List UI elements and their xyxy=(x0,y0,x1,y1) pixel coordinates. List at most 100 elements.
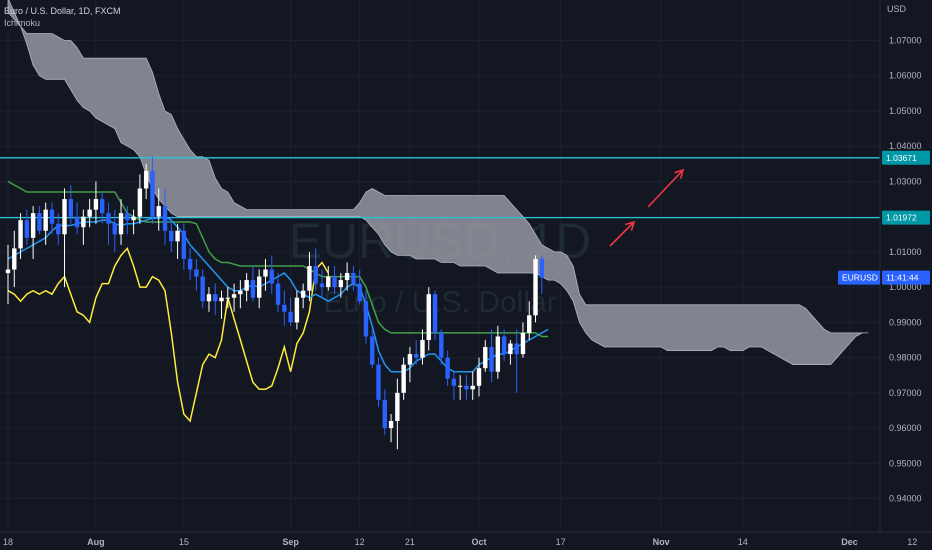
candle-body xyxy=(420,339,425,358)
time-tick-label: Oct xyxy=(471,537,486,547)
price-tick-label: 1.01000 xyxy=(889,247,922,257)
candles xyxy=(5,156,544,450)
trend-arrows[interactable] xyxy=(609,168,685,247)
candle-body xyxy=(489,347,494,372)
arrow-upper[interactable] xyxy=(647,169,684,208)
candle-body xyxy=(388,421,394,429)
candle-body xyxy=(464,385,469,390)
price-tick-label: 1.04000 xyxy=(889,141,922,151)
candle-body xyxy=(181,230,187,259)
cloud-area xyxy=(7,0,869,365)
candle-body xyxy=(307,266,312,291)
price-tick-label: 0.99000 xyxy=(889,317,922,327)
candle-body xyxy=(18,220,23,249)
candle-body xyxy=(533,258,538,316)
candle-body xyxy=(12,248,17,270)
level-upper-tag-bg xyxy=(882,150,930,165)
candle-body xyxy=(169,230,174,242)
candle-body xyxy=(244,280,249,291)
candle-body xyxy=(376,364,381,400)
candle-body xyxy=(319,283,325,288)
candle-body xyxy=(476,368,482,386)
candle-body xyxy=(131,216,136,221)
candle-body xyxy=(257,276,262,298)
candle-body xyxy=(414,354,419,358)
time-tick-label: 17 xyxy=(556,537,566,547)
candle-body xyxy=(156,206,161,217)
candle-body xyxy=(395,392,400,422)
candle-body xyxy=(338,280,344,288)
candle-body xyxy=(313,266,318,284)
candle-body xyxy=(363,301,369,337)
candle-body xyxy=(150,170,155,217)
candle-body xyxy=(351,273,356,284)
candle-body xyxy=(100,199,105,214)
price-tick-label: 0.95000 xyxy=(889,458,922,468)
candle-body xyxy=(106,213,111,224)
candle-body xyxy=(357,283,362,302)
candle-body xyxy=(81,216,86,228)
indicator-label[interactable]: Ichimoku xyxy=(4,18,41,28)
candle-body xyxy=(426,294,431,340)
arrow-upper-head[interactable] xyxy=(674,168,685,179)
candle-body xyxy=(112,223,117,235)
time-axis[interactable]: 18 Aug 15 Sep 12 21 Oct 17 Nov 14 Dec 12 xyxy=(0,531,932,550)
candle-body xyxy=(162,206,168,231)
candle-body xyxy=(527,315,532,333)
ichimoku-cloud xyxy=(7,0,869,365)
candle-body xyxy=(401,364,406,393)
candle-body xyxy=(508,343,513,355)
watermark-name: Euro / U.S. Dollar xyxy=(323,286,556,319)
candle-body xyxy=(275,283,281,305)
horizontal-lines[interactable] xyxy=(0,157,880,219)
candle-body xyxy=(495,336,501,372)
candle-body xyxy=(175,230,180,242)
candle-body xyxy=(326,276,331,288)
candle-body xyxy=(93,199,99,210)
time-tick-label: Nov xyxy=(653,537,670,547)
candle-body xyxy=(74,216,80,228)
arrow-lower[interactable] xyxy=(609,221,635,247)
price-tick-label: 1.00000 xyxy=(889,282,922,292)
price-tick-label: 0.96000 xyxy=(889,423,922,433)
candle-body xyxy=(30,213,36,238)
candle-body xyxy=(43,209,48,231)
price-tick-label: 0.94000 xyxy=(889,494,922,504)
candle-body xyxy=(432,294,438,333)
candle-body xyxy=(225,297,230,299)
candle-body xyxy=(213,294,218,302)
candle-body xyxy=(137,188,143,217)
candle-body xyxy=(269,269,274,284)
price-tick-label: 0.97000 xyxy=(889,388,922,398)
candle-body xyxy=(68,199,73,217)
time-tick-label: 15 xyxy=(179,537,189,547)
candle-body xyxy=(288,311,293,323)
level-lower-tag-bg xyxy=(882,210,930,225)
candle-body xyxy=(407,354,413,365)
candle-body xyxy=(49,209,55,224)
level-lower-tag: 1.01972 xyxy=(886,213,917,223)
price-tick-label: 1.03000 xyxy=(889,176,922,186)
price-tags: 1.03671 1.01972 EURUSD 11:41:44 xyxy=(838,150,930,285)
candle-body xyxy=(118,213,124,235)
price-tick-label: 0.98000 xyxy=(889,353,922,363)
candle-body xyxy=(24,220,30,238)
candle-body xyxy=(514,343,519,355)
candle-body xyxy=(206,294,212,302)
candle-body xyxy=(250,280,256,298)
symbol-tag: EURUSD xyxy=(842,273,878,283)
countdown-tag: 11:41:44 xyxy=(886,273,919,283)
arrow-lower-head[interactable] xyxy=(625,220,636,231)
time-tick-label: Dec xyxy=(841,537,858,547)
candle-body xyxy=(62,199,67,235)
candle-body xyxy=(238,290,243,295)
candle-body xyxy=(445,357,450,379)
candle-body xyxy=(501,336,507,355)
candle-body xyxy=(37,213,42,231)
candle-body xyxy=(125,213,130,221)
candle-body xyxy=(520,332,526,355)
symbol-title: Euro / U.S. Dollar, 1D, FXCM xyxy=(4,6,121,16)
countdown-tag-bg xyxy=(882,270,930,285)
candle-body xyxy=(451,378,457,386)
